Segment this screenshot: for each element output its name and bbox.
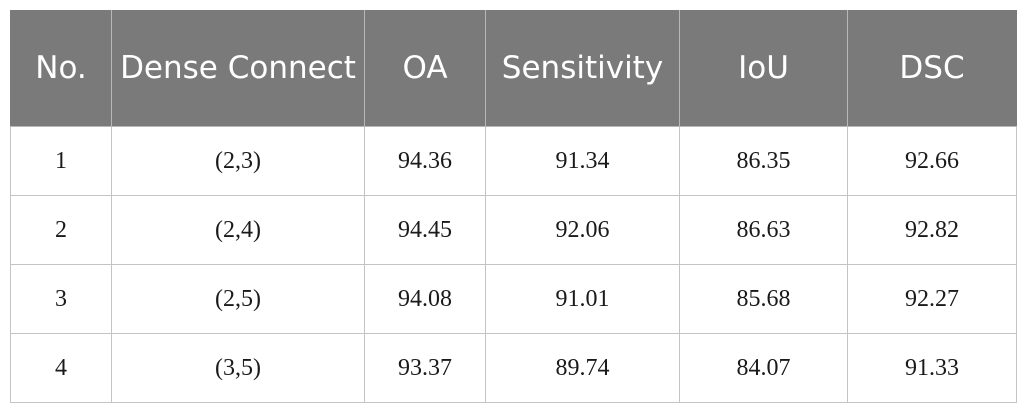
cell-sensitivity: 91.34 <box>485 126 680 196</box>
cell-sensitivity: 89.74 <box>485 333 680 403</box>
cell-oa: 93.37 <box>364 333 486 403</box>
cell-dense-connect: (2,4) <box>111 195 365 265</box>
table-body: 1 (2,3) 94.36 91.34 86.35 92.66 2 (2,4) … <box>10 126 1017 403</box>
cell-iou: 85.68 <box>679 264 848 334</box>
cell-dsc: 91.33 <box>847 333 1017 403</box>
cell-sensitivity: 91.01 <box>485 264 680 334</box>
header-cell-iou: IoU <box>679 10 848 127</box>
results-table-container: No. Dense Connect OA Sensitivity IoU DSC… <box>10 10 1017 403</box>
table-row: 3 (2,5) 94.08 91.01 85.68 92.27 <box>10 264 1017 334</box>
cell-dsc: 92.27 <box>847 264 1017 334</box>
header-cell-dsc: DSC <box>847 10 1017 127</box>
cell-dense-connect: (3,5) <box>111 333 365 403</box>
header-cell-oa: OA <box>364 10 486 127</box>
header-cell-no: No. <box>10 10 112 127</box>
header-row: No. Dense Connect OA Sensitivity IoU DSC <box>10 10 1017 127</box>
cell-no: 4 <box>10 333 112 403</box>
cell-dsc: 92.82 <box>847 195 1017 265</box>
cell-no: 3 <box>10 264 112 334</box>
cell-dense-connect: (2,3) <box>111 126 365 196</box>
cell-iou: 86.63 <box>679 195 848 265</box>
cell-iou: 84.07 <box>679 333 848 403</box>
cell-dsc: 92.66 <box>847 126 1017 196</box>
header-cell-sensitivity: Sensitivity <box>485 10 680 127</box>
cell-dense-connect: (2,5) <box>111 264 365 334</box>
cell-no: 2 <box>10 195 112 265</box>
table-row: 4 (3,5) 93.37 89.74 84.07 91.33 <box>10 333 1017 403</box>
header-cell-dense-connect: Dense Connect <box>111 10 365 127</box>
cell-sensitivity: 92.06 <box>485 195 680 265</box>
results-table: No. Dense Connect OA Sensitivity IoU DSC… <box>10 10 1017 403</box>
table-row: 1 (2,3) 94.36 91.34 86.35 92.66 <box>10 126 1017 196</box>
cell-oa: 94.45 <box>364 195 486 265</box>
cell-oa: 94.36 <box>364 126 486 196</box>
cell-iou: 86.35 <box>679 126 848 196</box>
cell-oa: 94.08 <box>364 264 486 334</box>
table-header: No. Dense Connect OA Sensitivity IoU DSC <box>10 10 1017 127</box>
cell-no: 1 <box>10 126 112 196</box>
table-row: 2 (2,4) 94.45 92.06 86.63 92.82 <box>10 195 1017 265</box>
